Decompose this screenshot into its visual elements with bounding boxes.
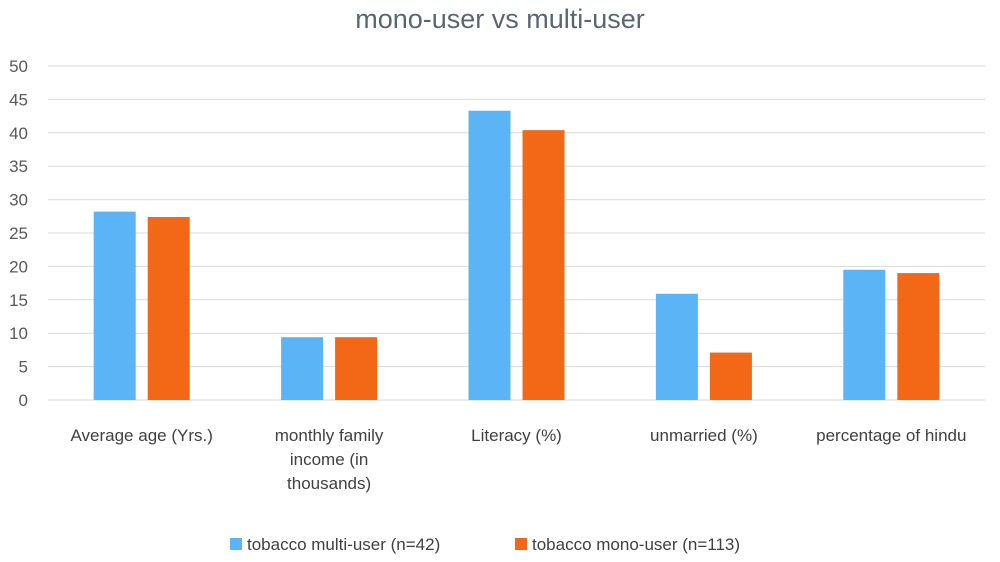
category-label-line: monthly family <box>275 426 384 445</box>
category-label-line: Literacy (%) <box>471 426 562 445</box>
category-label: Average age (Yrs.) <box>71 426 213 445</box>
y-tick-label: 45 <box>9 90 28 109</box>
bar-series-2-category-3 <box>522 130 565 401</box>
legend-swatch <box>515 538 527 550</box>
y-tick-label: 35 <box>9 157 28 176</box>
legend-swatch <box>230 538 242 550</box>
category-label: monthly family income (in thousands) <box>275 426 384 493</box>
bar-series-2-category-1 <box>147 216 190 400</box>
bar-series-1-category-5 <box>843 269 886 400</box>
y-tick-label: 40 <box>9 124 28 143</box>
y-tick-label: 5 <box>19 358 28 377</box>
bar-series-1-category-1 <box>93 211 136 400</box>
category-label: Literacy (%) <box>471 426 562 445</box>
chart-title: mono-user vs multi-user <box>355 4 645 34</box>
bar-series-1-category-4 <box>655 293 698 400</box>
legend: tobacco multi-user (n=42) tobacco mono-us… <box>230 535 740 554</box>
category-label-line: thousands) <box>287 474 371 493</box>
legend-label: tobacco multi-user (n=42) <box>247 535 440 554</box>
category-label-line: unmarried (%) <box>650 426 758 445</box>
y-tick-label: 0 <box>19 391 28 410</box>
category-label: percentage of hindu <box>816 426 966 445</box>
bar-series-2-category-4 <box>709 352 752 400</box>
y-tick-label: 50 <box>9 57 28 76</box>
y-tick-label: 30 <box>9 191 28 210</box>
category-label-line: income (in <box>290 450 368 469</box>
bar-series-2-category-5 <box>897 273 940 400</box>
x-axis-category-labels: Average age (Yrs.) monthly family income (… <box>71 426 967 493</box>
y-axis-tick-labels: 0 5 10 15 20 25 30 35 40 45 50 <box>9 57 28 410</box>
category-label-line: Average age (Yrs.) <box>71 426 213 445</box>
bar-series-2-category-2 <box>335 337 378 400</box>
y-tick-label: 10 <box>9 324 28 343</box>
bar-series-1-category-3 <box>468 110 511 401</box>
y-tick-label: 20 <box>9 257 28 276</box>
bar-series-1-category-2 <box>281 337 324 400</box>
y-tick-label: 15 <box>9 291 28 310</box>
y-tick-label: 25 <box>9 224 28 243</box>
category-label-line: percentage of hindu <box>816 426 966 445</box>
legend-label: tobacco mono-user (n=113) <box>532 535 740 554</box>
gridlines <box>48 65 985 401</box>
bars <box>93 110 940 401</box>
category-label: unmarried (%) <box>650 426 758 445</box>
